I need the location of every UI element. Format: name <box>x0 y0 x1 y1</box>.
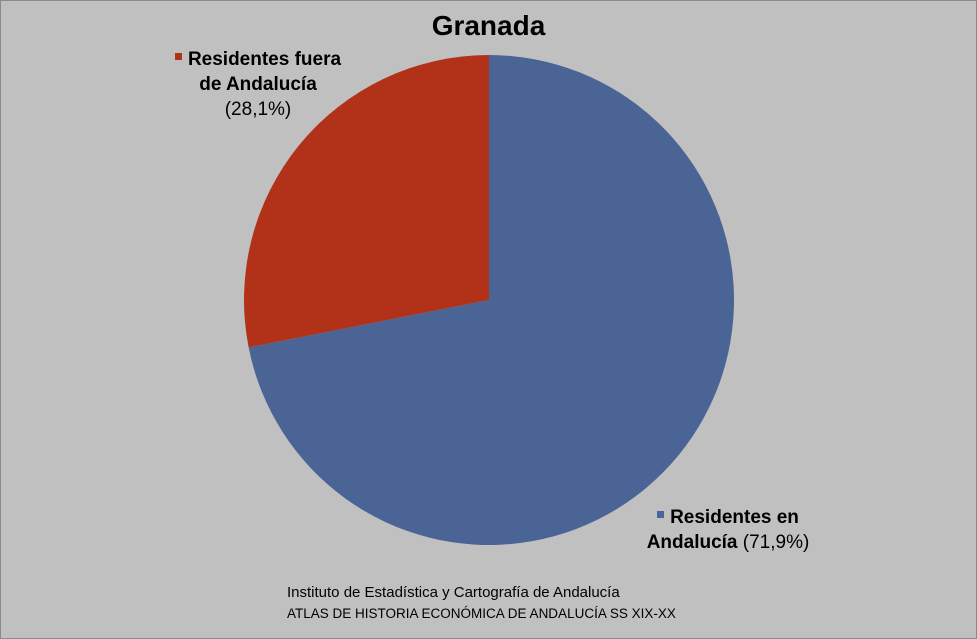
source-line1: Instituto de Estadística y Cartografía d… <box>287 584 620 601</box>
slice-name-line1: Residentes en <box>670 507 799 528</box>
chart-title: Granada <box>431 10 546 41</box>
source-note: Instituto de Estadística y Cartografía d… <box>287 582 676 624</box>
slice-name-line1: Residentes fuera <box>187 49 342 70</box>
slice-percent: (28,1%) <box>224 99 292 120</box>
slice-name-line2: Andalucía <box>646 532 738 553</box>
data-label-residentes-en: Residentes en Andalucía (71,9%) <box>628 505 828 555</box>
slice-name-line2: de Andalucía <box>199 74 317 95</box>
data-label-residentes-fuera: Residentes fuera de Andalucía (28,1%) <box>168 47 348 122</box>
slice-residentes-fuera-de-andalucia <box>244 55 489 348</box>
legend-swatch-fuera <box>174 53 182 61</box>
slice-percent: (71,9%) <box>742 532 810 553</box>
source-line2: ATLAS DE HISTORIA ECONÓMICA DE ANDALUCÍA… <box>287 606 676 621</box>
legend-swatch-en <box>657 511 665 519</box>
slice-residentes-en-andalucia <box>248 55 735 545</box>
